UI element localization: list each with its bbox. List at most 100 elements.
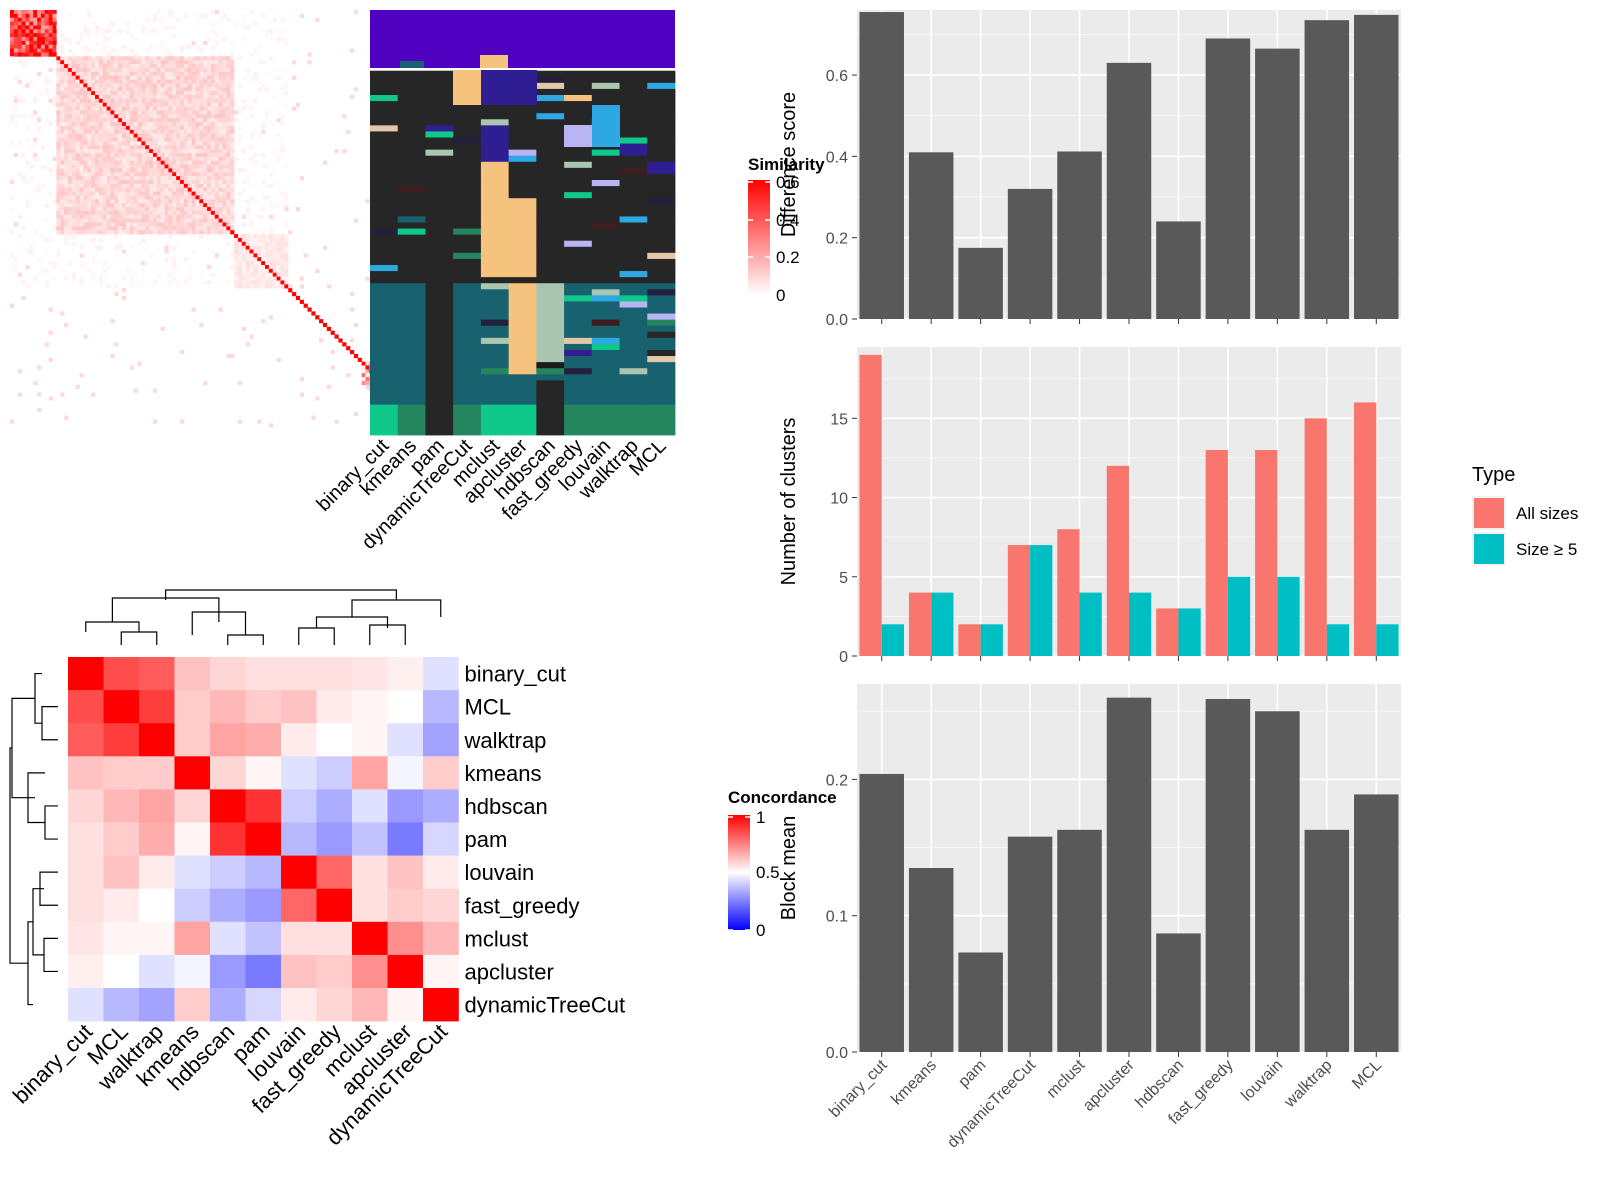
similarity-cell (114, 75, 119, 80)
similarity-cell (176, 71, 181, 76)
similarity-cell (268, 272, 274, 277)
similarity-cell (122, 87, 127, 92)
similarity-cell (33, 380, 38, 386)
cluster-cell (480, 398, 510, 406)
cluster-cell (536, 161, 565, 169)
similarity-cell (195, 156, 200, 161)
similarity-cell (133, 64, 138, 69)
similarity-cell (60, 149, 65, 154)
cluster-cell (647, 216, 676, 223)
cluster-cell (536, 149, 565, 157)
similarity-cell (13, 75, 19, 80)
similarity-cell (137, 156, 142, 161)
similarity-cell (257, 133, 262, 138)
cluster-cell (508, 180, 537, 187)
similarity-cell (64, 195, 69, 200)
similarity-cell (118, 160, 123, 165)
similarity-cell (10, 268, 15, 274)
dendrogram-branch (351, 599, 442, 617)
similarity-cell (79, 56, 84, 61)
similarity-cell (114, 245, 119, 250)
similarity-cell (13, 122, 19, 127)
similarity-cell (230, 168, 235, 173)
similarity-cell (245, 234, 250, 239)
legend-label-size-5: Size ≥ 5 (1516, 540, 1577, 559)
similarity-cell (114, 226, 119, 231)
similarity-cell (241, 253, 246, 258)
cluster-cell (425, 137, 454, 144)
similarity-cell (176, 195, 181, 200)
similarity-cell (129, 276, 134, 281)
cluster-cell (564, 149, 593, 157)
similarity-cell (222, 160, 227, 165)
similarity-cell (180, 214, 185, 219)
cluster-cell (619, 337, 648, 345)
similarity-cell (164, 102, 169, 107)
similarity-cell (52, 222, 57, 227)
concordance-cell (352, 789, 388, 823)
cluster-cell (619, 313, 648, 321)
similarity-cell (52, 33, 57, 38)
cluster-cell (508, 216, 537, 223)
similarity-cell (261, 195, 266, 200)
similarity-cell (125, 75, 131, 80)
similarity-cell (95, 56, 100, 61)
similarity-cell (10, 253, 15, 258)
y-axis-title: Block mean (778, 816, 800, 921)
similarity-cell (95, 141, 100, 146)
similarity-cell (230, 60, 235, 65)
similarity-cell (75, 168, 80, 173)
similarity-cell (106, 87, 111, 92)
similarity-cell (156, 129, 161, 134)
similarity-cell (114, 156, 119, 161)
similarity-cell (172, 257, 177, 262)
similarity-cell (129, 122, 134, 127)
similarity-cell (280, 149, 285, 154)
cluster-cell (370, 307, 399, 314)
similarity-cell (261, 129, 266, 134)
cluster-cell (536, 210, 565, 217)
similarity-cell (176, 284, 181, 289)
similarity-cell (353, 322, 359, 328)
similarity-cell (272, 272, 277, 277)
similarity-cell (48, 37, 53, 42)
similarity-cell (237, 168, 243, 173)
similarity-cell (187, 176, 192, 181)
similarity-cell (191, 40, 196, 46)
similarity-cell (168, 152, 173, 158)
similarity-cell (137, 176, 142, 181)
similarity-cell (280, 37, 285, 42)
similarity-cell (75, 110, 80, 115)
similarity-cell (79, 149, 84, 154)
similarity-cell (13, 33, 19, 38)
similarity-cell (29, 79, 34, 84)
similarity-cell (168, 222, 173, 227)
similarity-cell (106, 125, 111, 131)
similarity-cell (95, 145, 100, 150)
similarity-cell (40, 234, 46, 239)
similarity-cell (118, 133, 123, 138)
similarity-cell (149, 222, 154, 227)
cluster-cell (647, 325, 676, 333)
similarity-cell (180, 230, 185, 235)
similarity-cell (75, 118, 80, 123)
similarity-cell (176, 152, 181, 158)
similarity-cell (122, 172, 127, 177)
similarity-cell (207, 160, 212, 165)
similarity-cell (114, 118, 119, 123)
similarity-cell (13, 29, 19, 34)
similarity-cell (156, 172, 161, 177)
similarity-cell (87, 95, 92, 100)
similarity-cell (122, 91, 127, 96)
similarity-cell (137, 199, 142, 204)
cluster-cell (591, 246, 620, 254)
similarity-cell (95, 79, 100, 84)
cluster-cell (508, 337, 537, 345)
similarity-cell (129, 110, 134, 115)
similarity-cell (145, 98, 150, 104)
similarity-cell (37, 21, 42, 26)
similarity-cell (187, 75, 192, 80)
similarity-cell (230, 164, 235, 169)
similarity-cell (129, 183, 134, 189)
